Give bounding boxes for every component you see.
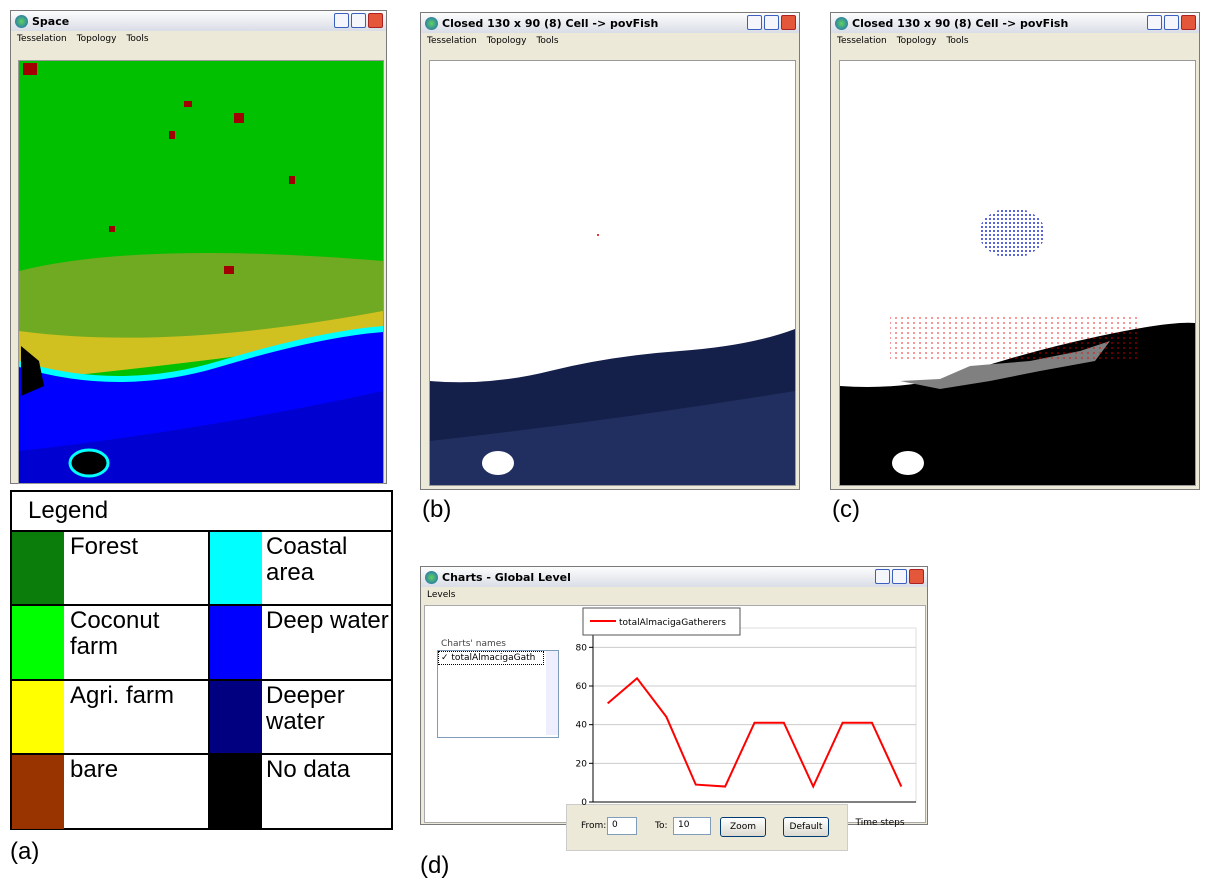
page: Space TesselationTopologyTools Legend Fo… [0, 0, 1206, 887]
caption: (b) [422, 496, 451, 524]
x-axis-label: Time steps [854, 818, 904, 828]
y-tick-label: 0 [581, 798, 587, 808]
y-tick-label: 80 [576, 643, 588, 653]
y-tick-label: 40 [576, 721, 588, 731]
y-tick-label: 60 [576, 682, 588, 692]
y-tick-label: 20 [576, 759, 588, 769]
caption: (d) [420, 852, 449, 880]
caption: (c) [832, 496, 860, 524]
plot-area [593, 628, 916, 802]
legend-label: totalAlmacigaGatherers [619, 618, 726, 628]
caption: (a) [10, 838, 39, 866]
chart: 0 20 40 60 80 Time steps totalAlmacigaGatherer… [0, 0, 1206, 887]
